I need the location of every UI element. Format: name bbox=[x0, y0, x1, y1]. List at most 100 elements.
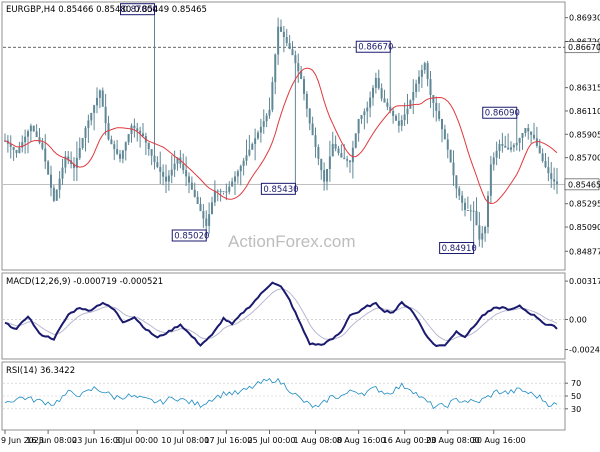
candle bbox=[239, 164, 242, 186]
candle bbox=[294, 50, 297, 189]
candle bbox=[18, 141, 21, 154]
candle bbox=[308, 107, 311, 131]
candle bbox=[259, 118, 262, 143]
candle bbox=[518, 137, 521, 152]
candle bbox=[397, 112, 400, 133]
candle bbox=[521, 132, 524, 150]
candle bbox=[257, 130, 259, 140]
price-axis-label: 0.86930 bbox=[569, 14, 600, 23]
candle bbox=[280, 19, 282, 32]
candle bbox=[498, 139, 501, 159]
candle bbox=[297, 53, 300, 83]
candle bbox=[110, 135, 113, 145]
candle bbox=[466, 196, 469, 211]
candle bbox=[268, 97, 271, 119]
candle bbox=[153, 9, 156, 170]
candle bbox=[504, 135, 507, 148]
candle bbox=[303, 75, 305, 101]
candle bbox=[305, 91, 308, 118]
candle bbox=[515, 113, 518, 151]
candle bbox=[395, 114, 397, 121]
candle bbox=[541, 148, 544, 163]
time-axis-label: 16 Aug 00:00 bbox=[383, 436, 437, 445]
candle bbox=[429, 71, 432, 108]
candle bbox=[501, 132, 504, 153]
candle bbox=[400, 115, 403, 132]
candle bbox=[512, 143, 515, 152]
price-callout: 0.85020 bbox=[171, 229, 209, 242]
candle bbox=[285, 28, 288, 47]
price-callout: 0.84910 bbox=[439, 242, 477, 255]
candle bbox=[27, 129, 29, 154]
candle bbox=[104, 93, 107, 136]
candle bbox=[317, 144, 320, 166]
candle bbox=[527, 123, 530, 140]
candle bbox=[349, 160, 351, 173]
candle bbox=[544, 153, 547, 169]
candle bbox=[127, 134, 130, 146]
candle bbox=[208, 202, 211, 234]
candle bbox=[311, 116, 314, 136]
candle bbox=[472, 201, 475, 248]
candle bbox=[84, 126, 87, 152]
candle bbox=[150, 149, 153, 166]
candle bbox=[487, 191, 489, 234]
candle bbox=[75, 141, 78, 181]
time-axis-label: 9 Jun 2023 bbox=[1, 436, 44, 445]
candle bbox=[535, 126, 538, 148]
svg-text:0.86670: 0.86670 bbox=[358, 43, 393, 53]
candle bbox=[461, 190, 464, 211]
axis-price-tag: 0.86670 bbox=[564, 41, 600, 54]
candle bbox=[533, 122, 535, 140]
candle bbox=[412, 79, 415, 114]
candle bbox=[478, 212, 481, 247]
time-axis-label: 10 Jul 08:00 bbox=[161, 436, 209, 445]
price-axis-label: 0.86110 bbox=[569, 107, 600, 116]
candle bbox=[162, 164, 165, 186]
rsi-axis-label: 50 bbox=[571, 392, 581, 401]
time-axis-label: 23 Aug 08:00 bbox=[426, 436, 480, 445]
candle bbox=[225, 183, 228, 201]
candle bbox=[58, 171, 61, 199]
candle bbox=[21, 135, 24, 153]
candle bbox=[50, 165, 52, 197]
candle bbox=[98, 89, 101, 109]
candle bbox=[73, 157, 75, 181]
candle bbox=[469, 204, 472, 221]
candle bbox=[288, 34, 291, 50]
price-axis-label: 0.85090 bbox=[569, 223, 600, 232]
candle bbox=[15, 149, 18, 158]
candle bbox=[271, 76, 274, 113]
candle bbox=[389, 47, 392, 114]
candle bbox=[228, 181, 231, 195]
candle bbox=[67, 151, 70, 165]
macd-header: MACD(12,26,9) -0.000719 -0.000521 bbox=[6, 277, 163, 287]
candle bbox=[29, 123, 32, 142]
macd-panel-frame bbox=[1, 272, 566, 360]
candle bbox=[377, 69, 380, 90]
candle bbox=[524, 128, 527, 137]
candle bbox=[202, 204, 205, 228]
candle bbox=[489, 155, 492, 204]
candle bbox=[481, 225, 484, 248]
candle bbox=[383, 89, 386, 103]
axis-price-tag: 0.85465 bbox=[564, 178, 600, 191]
svg-text:0.87000: 0.87000 bbox=[123, 5, 158, 15]
candle bbox=[406, 93, 409, 124]
candle bbox=[366, 101, 369, 124]
macd-axis-label: 0.003177 bbox=[569, 277, 600, 286]
candle bbox=[142, 122, 144, 138]
candle bbox=[188, 172, 190, 194]
rsi-line bbox=[4, 377, 558, 410]
price-axis-label: 0.84877 bbox=[569, 247, 600, 256]
candle bbox=[107, 115, 110, 141]
candle bbox=[354, 133, 357, 149]
svg-text:0.85465: 0.85465 bbox=[568, 180, 600, 189]
candle bbox=[458, 186, 461, 201]
candle bbox=[340, 144, 343, 158]
candle bbox=[93, 104, 96, 131]
candle bbox=[32, 125, 35, 132]
candle bbox=[484, 225, 487, 242]
candle bbox=[372, 85, 374, 106]
